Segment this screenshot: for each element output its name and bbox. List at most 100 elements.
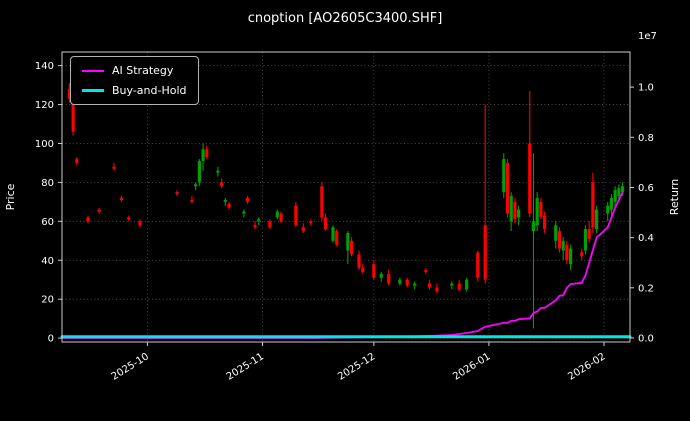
candle-body — [465, 279, 469, 290]
right-tick-label: 0.0 — [638, 333, 654, 344]
candle-body — [435, 287, 439, 292]
candle-body — [450, 283, 454, 286]
left-axis-label: Price — [4, 183, 17, 210]
candle-body — [591, 182, 595, 228]
left-tick-label: 140 — [35, 61, 54, 72]
candle-body — [561, 240, 565, 251]
buy-and-hold-line-swatch — [82, 89, 104, 92]
candle-body — [427, 283, 432, 288]
candle-body — [190, 199, 194, 202]
candle-body — [216, 170, 220, 173]
candle-body — [606, 205, 610, 214]
x-tick-label: 2025-11 — [225, 351, 266, 382]
axes: 0 20 40 60 80 100 120 140 0.0 0.2 0.4 0.6 0.8 1.0 2025… — [35, 61, 654, 383]
candle-body — [220, 182, 224, 187]
candle-body — [349, 240, 354, 255]
candle-body — [531, 221, 536, 232]
candle-body — [97, 209, 101, 212]
ai-strategy-line-swatch — [82, 69, 104, 72]
candle-body — [242, 211, 246, 214]
candle-body — [227, 203, 231, 208]
candle-body — [620, 186, 625, 193]
left-tick-label: 60 — [41, 217, 54, 228]
candle-body — [201, 149, 205, 161]
right-tick-label: 0.2 — [638, 283, 654, 294]
candle-body — [580, 252, 584, 257]
candle-body — [594, 209, 599, 230]
candle-body — [346, 233, 350, 251]
candle-body — [476, 252, 480, 278]
legend-item-buy-and-hold: Buy-and-Hold — [82, 84, 187, 97]
candle-body — [246, 197, 250, 202]
right-tick-label: 0.4 — [638, 233, 654, 244]
candle-body — [609, 197, 614, 210]
candle-body — [517, 209, 521, 218]
candle-body — [197, 160, 201, 183]
legend-item-ai-strategy: AI Strategy — [82, 64, 187, 77]
candle-body — [275, 211, 279, 218]
candle-body — [617, 188, 621, 197]
legend-label-ai-strategy: AI Strategy — [112, 64, 174, 77]
candle-body — [509, 196, 513, 222]
legend: AI Strategy Buy-and-Hold — [70, 56, 199, 105]
candle-body — [405, 279, 409, 286]
candle-body — [565, 244, 569, 261]
candle-body — [587, 229, 591, 239]
candle-body — [127, 217, 131, 220]
candle-body — [205, 149, 209, 158]
candle-body — [424, 269, 428, 272]
candle-body — [357, 254, 361, 269]
candle-body — [528, 143, 532, 214]
candle-body — [119, 197, 123, 200]
candlesticks — [67, 83, 625, 329]
left-tick-label: 120 — [35, 100, 54, 111]
right-tick-label: 1.0 — [638, 83, 654, 94]
candle-body — [86, 217, 90, 222]
left-tick-label: 100 — [35, 139, 54, 150]
candle-body — [323, 217, 328, 230]
candle-body — [513, 201, 517, 220]
candle-body — [505, 162, 510, 214]
candle-body — [372, 264, 376, 278]
right-axis-label: Return — [668, 179, 681, 216]
x-tick-label: 2025-10 — [110, 351, 151, 382]
candle-body — [613, 190, 617, 202]
left-tick-label: 20 — [41, 295, 54, 306]
candle-body — [257, 219, 261, 222]
candle-body — [554, 225, 558, 241]
candle-body — [309, 221, 313, 224]
candle-body — [557, 231, 562, 249]
left-tick-label: 40 — [41, 256, 54, 267]
candle-body — [301, 227, 305, 232]
candle-body — [569, 248, 573, 265]
candle-body — [379, 273, 383, 278]
left-tick-label: 0 — [48, 334, 54, 345]
candle-body — [175, 192, 179, 195]
ai-strategy-line — [61, 191, 624, 339]
candle-body — [335, 231, 339, 245]
candle-body — [138, 221, 142, 226]
x-tick-label: 2026-01 — [451, 351, 492, 382]
legend-label-buy-and-hold: Buy-and-Hold — [112, 84, 187, 97]
candle-body — [67, 88, 72, 99]
candle-body — [583, 229, 588, 251]
candle-body — [294, 205, 298, 226]
candle-body — [331, 227, 335, 241]
candle-body — [398, 279, 402, 284]
candle-body — [112, 166, 116, 169]
candle-body — [543, 215, 547, 230]
candle-body — [535, 197, 539, 226]
candle-body — [457, 283, 461, 290]
right-tick-label: 0.6 — [638, 183, 654, 194]
candle-body — [320, 186, 324, 218]
candle-body — [387, 273, 391, 284]
x-tick-label: 2026-02 — [566, 351, 607, 382]
candle-body — [194, 184, 198, 187]
gridlines — [62, 52, 630, 342]
chart-title: cnoption [AO2605C3400.SHF] — [247, 11, 443, 26]
candle-body — [268, 221, 272, 228]
left-tick-label: 80 — [41, 178, 54, 189]
candle-body — [539, 201, 543, 218]
right-tick-label: 0.8 — [638, 133, 654, 144]
